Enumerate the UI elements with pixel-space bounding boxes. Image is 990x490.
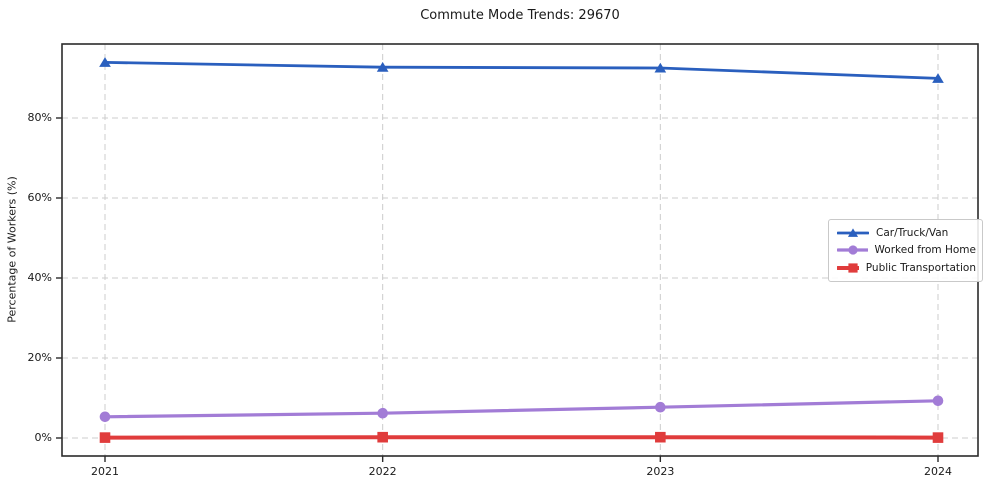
- x-tick-label: 2023: [646, 465, 674, 478]
- series-line: [103, 399, 940, 419]
- square-marker: [848, 263, 858, 273]
- square-marker: [377, 431, 388, 443]
- square-marker: [99, 432, 111, 443]
- y-tick-label: 80%: [28, 111, 52, 124]
- legend-item: Public Transportation: [837, 260, 976, 276]
- triangle-marker: [376, 61, 389, 72]
- legend-square-icon: [837, 263, 859, 273]
- circle-marker: [377, 407, 388, 419]
- legend-triangle-icon: [837, 228, 869, 237]
- triangle-marker: [847, 228, 859, 237]
- triangle-marker: [99, 57, 111, 67]
- x-tick-label: 2021: [91, 465, 119, 478]
- circle-marker: [655, 401, 666, 413]
- square-marker: [655, 431, 666, 443]
- series-circle: [99, 395, 944, 423]
- y-tick-label: 40%: [28, 271, 52, 284]
- x-tick-label: 2024: [924, 465, 952, 478]
- y-tick-label: 0%: [35, 431, 52, 444]
- square-marker: [932, 432, 944, 443]
- circle-marker: [932, 395, 944, 407]
- legend-item: Worked from Home: [837, 242, 976, 258]
- circle-marker: [99, 411, 111, 423]
- y-tick-label: 20%: [28, 351, 52, 364]
- circle-marker: [848, 245, 858, 256]
- legend-item: Car/Truck/Van: [837, 225, 976, 241]
- legend-circle-icon: [837, 245, 868, 256]
- x-tick-label: 2022: [369, 465, 397, 478]
- series-line: [103, 61, 940, 80]
- triangle-marker: [932, 73, 944, 83]
- legend-label: Public Transportation: [865, 262, 976, 275]
- triangle-marker: [654, 62, 667, 73]
- series-square: [99, 431, 944, 443]
- legend-label: Worked from Home: [874, 244, 976, 257]
- series-triangle: [99, 57, 944, 83]
- chart-title: Commute Mode Trends: 29670: [420, 8, 620, 23]
- y-tick-label: 60%: [28, 191, 52, 204]
- legend-label: Car/Truck/Van: [876, 226, 949, 239]
- legend: Car/Truck/Van Worked from Home Public Tran…: [828, 219, 983, 282]
